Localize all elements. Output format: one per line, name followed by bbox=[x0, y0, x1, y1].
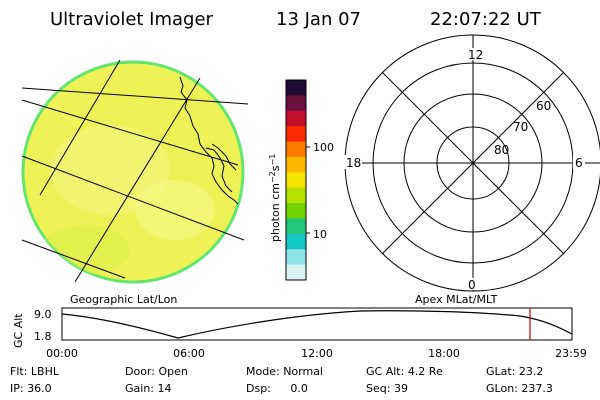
colorbar-gradient bbox=[286, 80, 306, 281]
colorbar-band bbox=[286, 172, 306, 189]
geographic-image-panel bbox=[21, 59, 249, 284]
coastline bbox=[179, 76, 239, 205]
longitude-line bbox=[39, 59, 121, 196]
info-glat: GLat: 23.2 bbox=[486, 365, 543, 378]
colorbar-unit-label: photon cm−2s−1 bbox=[268, 154, 282, 242]
mlat-label-80: 80 bbox=[494, 143, 509, 157]
altitude-y-tick-1.8: 1.8 bbox=[34, 330, 52, 343]
mlt-label-6: 6 bbox=[575, 156, 583, 170]
latitude-line bbox=[21, 87, 249, 105]
info-ip: IP: 36.0 bbox=[10, 382, 52, 395]
mlat-label-70: 70 bbox=[513, 120, 528, 134]
info-dsp: Dsp: 0.0 bbox=[246, 382, 308, 395]
altitude-plot-frame bbox=[61, 307, 573, 341]
colorbar-band bbox=[286, 264, 306, 281]
colorbar-band bbox=[286, 156, 306, 173]
colorbar-band bbox=[286, 95, 306, 112]
colorbar-tick-label-10: 10 bbox=[313, 228, 327, 241]
polar-diagonal bbox=[381, 71, 565, 255]
colorbar-band bbox=[286, 218, 306, 235]
mlat-label-60: 60 bbox=[536, 99, 551, 113]
latitude-line bbox=[21, 155, 245, 241]
colorbar-band bbox=[286, 141, 306, 158]
latitude-line bbox=[21, 239, 126, 279]
info-gc-alt: GC Alt: 4.2 Re bbox=[366, 365, 443, 378]
altitude-curve bbox=[61, 310, 573, 339]
coastline bbox=[205, 147, 233, 193]
header-date: 13 Jan 07 bbox=[276, 9, 361, 30]
colorbar-band bbox=[286, 203, 306, 219]
colorbar-band bbox=[286, 126, 306, 143]
polar-labels: 12 6 0 18 80 70 60 bbox=[344, 48, 585, 292]
colorbar-band bbox=[286, 187, 306, 204]
altitude-x-tick-0000: 00:00 bbox=[46, 347, 78, 360]
altitude-x-tick-0600: 06:00 bbox=[173, 347, 205, 360]
info-gain: Gain: 14 bbox=[125, 382, 172, 395]
colorbar: 100 10 photon cm−2s−1 bbox=[268, 79, 334, 281]
polar-plot bbox=[344, 34, 600, 292]
latlon-grid bbox=[21, 59, 249, 283]
colorbar-band bbox=[286, 80, 306, 96]
altitude-y-tick-9: 9.0 bbox=[34, 308, 52, 321]
info-panel: Flt: LBHL Door: Open Mode: Normal GC Alt… bbox=[10, 365, 553, 395]
colorbar-band bbox=[286, 110, 306, 127]
longitude-line bbox=[74, 77, 201, 283]
altitude-y-title: GC Alt bbox=[12, 313, 25, 348]
colorbar-band bbox=[286, 233, 306, 250]
mlt-label-12: 12 bbox=[468, 48, 483, 62]
colorbar-band bbox=[286, 249, 306, 266]
disk-bright-patch bbox=[50, 125, 170, 215]
altitude-left-caption: Geographic Lat/Lon bbox=[70, 293, 177, 306]
altitude-right-caption: Apex MLat/MLT bbox=[415, 293, 498, 306]
altitude-panel: Geographic Lat/Lon Apex MLat/MLT GC Alt … bbox=[12, 293, 587, 360]
altitude-x-tick-1800: 18:00 bbox=[428, 347, 460, 360]
info-door: Door: Open bbox=[125, 365, 188, 378]
altitude-x-tick-2359: 23:59 bbox=[555, 347, 587, 360]
disk-bright-patch bbox=[135, 180, 215, 240]
info-mode: Mode: Normal bbox=[246, 365, 323, 378]
header-title: Ultraviolet Imager bbox=[50, 9, 214, 30]
mlt-label-0: 0 bbox=[468, 278, 476, 292]
latitude-line bbox=[21, 99, 239, 166]
header-time: 22:07:22 UT bbox=[430, 9, 542, 30]
colorbar-tick-label-100: 100 bbox=[313, 141, 334, 154]
info-glon: GLon: 237.3 bbox=[486, 382, 553, 395]
mlt-label-18: 18 bbox=[346, 156, 361, 170]
altitude-x-tick-1200: 12:00 bbox=[301, 347, 333, 360]
coastline bbox=[211, 143, 237, 171]
info-filter: Flt: LBHL bbox=[10, 365, 60, 378]
info-seq: Seq: 39 bbox=[366, 382, 408, 395]
colorbar-frame bbox=[285, 79, 307, 281]
